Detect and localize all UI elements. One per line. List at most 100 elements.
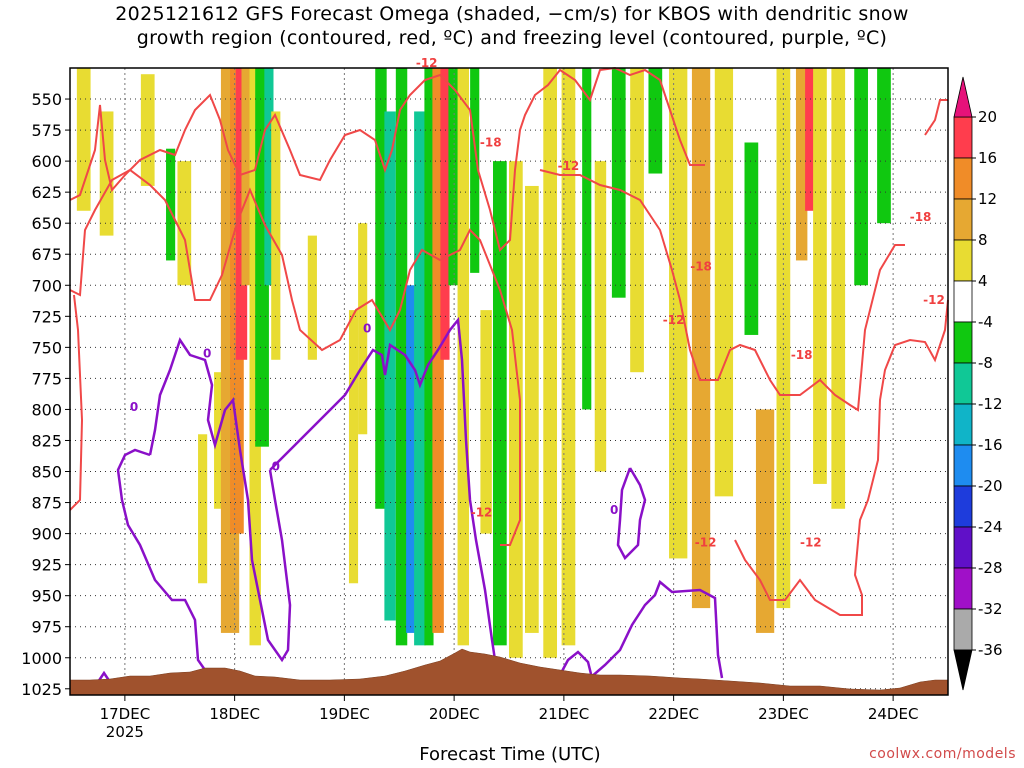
colorbar-bin: [953, 157, 973, 200]
omega-column: [271, 111, 281, 360]
omega-column: [140, 74, 155, 186]
colorbar-label: -4: [978, 313, 993, 331]
chart-title-line-2: growth region (contoured, red, ºC) and f…: [136, 27, 888, 49]
y-tick-label: 750: [31, 338, 62, 357]
colorbar-bin: [953, 198, 973, 241]
omega-column: [691, 68, 711, 609]
y-tick-label: 550: [31, 90, 62, 109]
colorbar-label: 8: [978, 231, 988, 249]
colorbar-bottom-arrow: [953, 649, 973, 691]
colorbar-label: -12: [978, 395, 1003, 413]
colorbar-bin: [953, 567, 973, 610]
omega-column: [470, 68, 480, 273]
dgz-contour-label: -12: [416, 56, 438, 70]
dgz-contour-mid: [69, 168, 521, 546]
contour-labels: -12 -18 -12 -18 -12 -18 -18 -12 -12 -12 -12 0 0 0 0 0: [130, 56, 945, 549]
source-credit: coolwx.com/models: [869, 746, 1016, 762]
dgz-contour-upper: [69, 66, 705, 252]
y-tick-label: 825: [31, 431, 62, 450]
freezing-contour-3: [269, 316, 500, 681]
omega-column: [384, 111, 396, 621]
colorbar-label: 4: [978, 272, 988, 290]
colorbar-label: -8: [978, 354, 993, 372]
omega-column: [348, 310, 359, 584]
colorbar-label: 20: [978, 108, 997, 126]
y-tick-label: 875: [31, 494, 62, 513]
freezing-level-label: 0: [610, 503, 618, 517]
y-tick-label: 650: [31, 214, 62, 233]
colorbar-bin: [953, 362, 973, 405]
freezing-level-contours: [96, 316, 724, 683]
colorbar-label: -16: [978, 436, 1003, 454]
y-tick-label: 675: [31, 245, 62, 264]
y-tick-label: 800: [31, 400, 62, 419]
terrain-surface: [69, 648, 949, 696]
dgz-contour-label: -18: [480, 135, 502, 149]
omega-column: [166, 148, 176, 261]
omega-column: [414, 111, 426, 646]
y-axis: 550 575 600 625 650 675 700 725 750 775 800 825 850 8…: [21, 90, 70, 699]
colorbar-label: -28: [978, 559, 1003, 577]
y-tick-label: 625: [31, 183, 62, 202]
freezing-contour-4: [589, 579, 724, 679]
colorbar-bin: [953, 280, 973, 323]
omega-column: [582, 68, 592, 410]
colorbar-bin: [953, 608, 973, 651]
dgz-contour-label: -12: [558, 159, 580, 173]
omega-column: [76, 68, 91, 211]
colorbar-label: -36: [978, 641, 1003, 659]
colorbar-bin: [953, 403, 973, 446]
omega-column: [813, 68, 827, 484]
omega-column: [611, 68, 626, 298]
y-tick-label: 900: [31, 525, 62, 544]
colorbar-label: 16: [978, 149, 997, 167]
freezing-contour-6: [558, 650, 594, 679]
x-tick-label: 21DEC: [539, 705, 590, 723]
omega-column: [831, 68, 846, 509]
colorbar-label: 12: [978, 190, 997, 208]
omega-column: [406, 285, 416, 633]
omega-column: [264, 68, 274, 286]
omega-column: [744, 142, 759, 335]
omega-column: [877, 68, 891, 224]
y-tick-label: 950: [31, 587, 62, 606]
freezing-contour-2: [148, 337, 292, 663]
omega-column: [198, 434, 208, 584]
omega-column: [480, 310, 492, 534]
colorbar: 20 16 12 8 4 -4 -8 -12 -16 -20 -24 -28 -32 -36: [953, 76, 1003, 691]
x-tick-label: 18DEC: [209, 705, 260, 723]
colorbar-bin: [953, 526, 973, 569]
dgz-contour-label: -12: [663, 313, 685, 327]
dgz-contour-label: -18: [791, 348, 813, 362]
colorbar-bin: [953, 116, 973, 159]
y-tick-label: 775: [31, 369, 62, 388]
omega-column: [805, 68, 817, 211]
omega-column: [543, 68, 558, 658]
freezing-level-label: 0: [363, 322, 371, 336]
y-tick-label: 850: [31, 463, 62, 482]
colorbar-bin: [953, 239, 973, 282]
x-tick-year-label: 2025: [106, 723, 144, 741]
colorbar-top-arrow: [953, 76, 973, 118]
x-tick-label: 17DEC: [100, 705, 151, 723]
x-tick-label: 22DEC: [648, 705, 699, 723]
y-tick-label: 575: [31, 121, 62, 140]
colorbar-label: -24: [978, 518, 1003, 536]
colorbar-bin: [953, 485, 973, 528]
plot-frame: [69, 67, 949, 696]
omega-column: [755, 409, 775, 633]
omega-column: [525, 185, 539, 633]
dgz-contour-label: -18: [910, 210, 932, 224]
x-tick-label: 24DEC: [868, 705, 919, 723]
freezing-level-label: 0: [130, 400, 138, 414]
omega-column: [854, 68, 868, 286]
dgz-contour-label: -12: [800, 535, 822, 549]
freezing-level-label: 0: [203, 347, 211, 361]
x-tick-label: 20DEC: [429, 705, 480, 723]
chart-title: 2025121612 GFS Forecast Omega (shaded, −…: [0, 2, 1024, 50]
freezing-contour-5: [616, 467, 647, 561]
y-tick-label: 925: [31, 556, 62, 575]
colorbar-bin: [953, 321, 973, 364]
omega-column: [358, 223, 368, 435]
omega-column: [440, 68, 450, 360]
